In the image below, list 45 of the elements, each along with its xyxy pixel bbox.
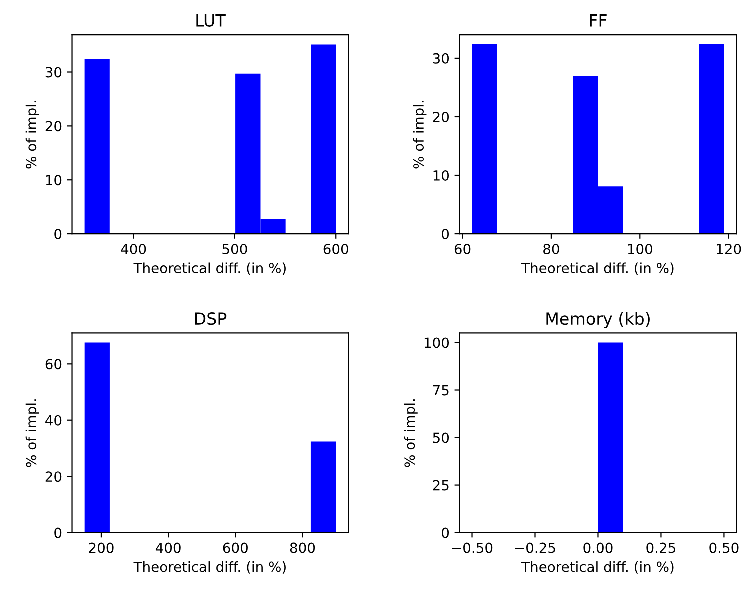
x-tick-label: 400 — [121, 244, 146, 255]
y-tick-label: 10 — [434, 170, 450, 181]
x-tick-label: 600 — [223, 542, 248, 554]
x-tick-label: −0.25 — [515, 542, 556, 554]
x-axis-title: Theoretical diff. (in %) — [134, 562, 286, 574]
y-tick-label: 75 — [433, 385, 449, 396]
y-tick-label: 20 — [433, 112, 450, 122]
x-tick-label: 0.00 — [584, 542, 613, 554]
chart-title: FF — [590, 14, 607, 27]
y-axis-title: % of impl. — [413, 101, 427, 169]
x-tick-label: −0.50 — [452, 542, 493, 554]
y-tick-label: 20 — [46, 121, 62, 132]
chart-title: LUT — [196, 14, 226, 27]
x-tick-label: 400 — [156, 542, 181, 554]
y-tick-label: 0 — [442, 229, 450, 240]
y-tick-label: 60 — [46, 359, 62, 370]
x-tick-label: 0.25 — [646, 542, 676, 554]
x-tick-label: 120 — [717, 244, 742, 255]
x-tick-label: 0.50 — [710, 542, 739, 554]
y-axis-title: % of impl. — [26, 400, 40, 468]
chart-title: Memory (kb) — [546, 312, 650, 328]
y-axis-title: % of impl. — [404, 400, 418, 468]
y-tick-label: 0 — [54, 229, 62, 240]
x-tick-label: 600 — [324, 244, 348, 255]
y-tick-label: 0 — [54, 528, 62, 538]
x-axis-title: Theoretical diff. (in %) — [522, 262, 674, 276]
y-axis-title: % of impl. — [26, 101, 40, 169]
y-tick-label: 40 — [46, 415, 62, 426]
x-tick-label: 80 — [544, 244, 560, 255]
y-tick-label: 30 — [433, 53, 450, 64]
x-tick-label: 200 — [89, 542, 114, 554]
y-tick-label: 0 — [442, 528, 450, 538]
x-axis-title: Theoretical diff. (in %) — [134, 262, 286, 276]
y-tick-label: 10 — [46, 175, 62, 186]
y-tick-label: 30 — [46, 67, 62, 78]
y-tick-label: 20 — [46, 472, 62, 482]
y-tick-label: 100 — [424, 338, 450, 348]
y-tick-label: 25 — [433, 480, 449, 491]
x-axis-title: Theoretical diff. (in %) — [522, 562, 674, 574]
y-tick-label: 50 — [433, 432, 450, 444]
x-tick-label: 500 — [222, 244, 248, 255]
chart-title: DSP — [195, 312, 227, 326]
x-tick-label: 100 — [628, 244, 652, 255]
x-tick-label: 800 — [290, 542, 316, 554]
x-tick-label: 60 — [454, 244, 471, 255]
